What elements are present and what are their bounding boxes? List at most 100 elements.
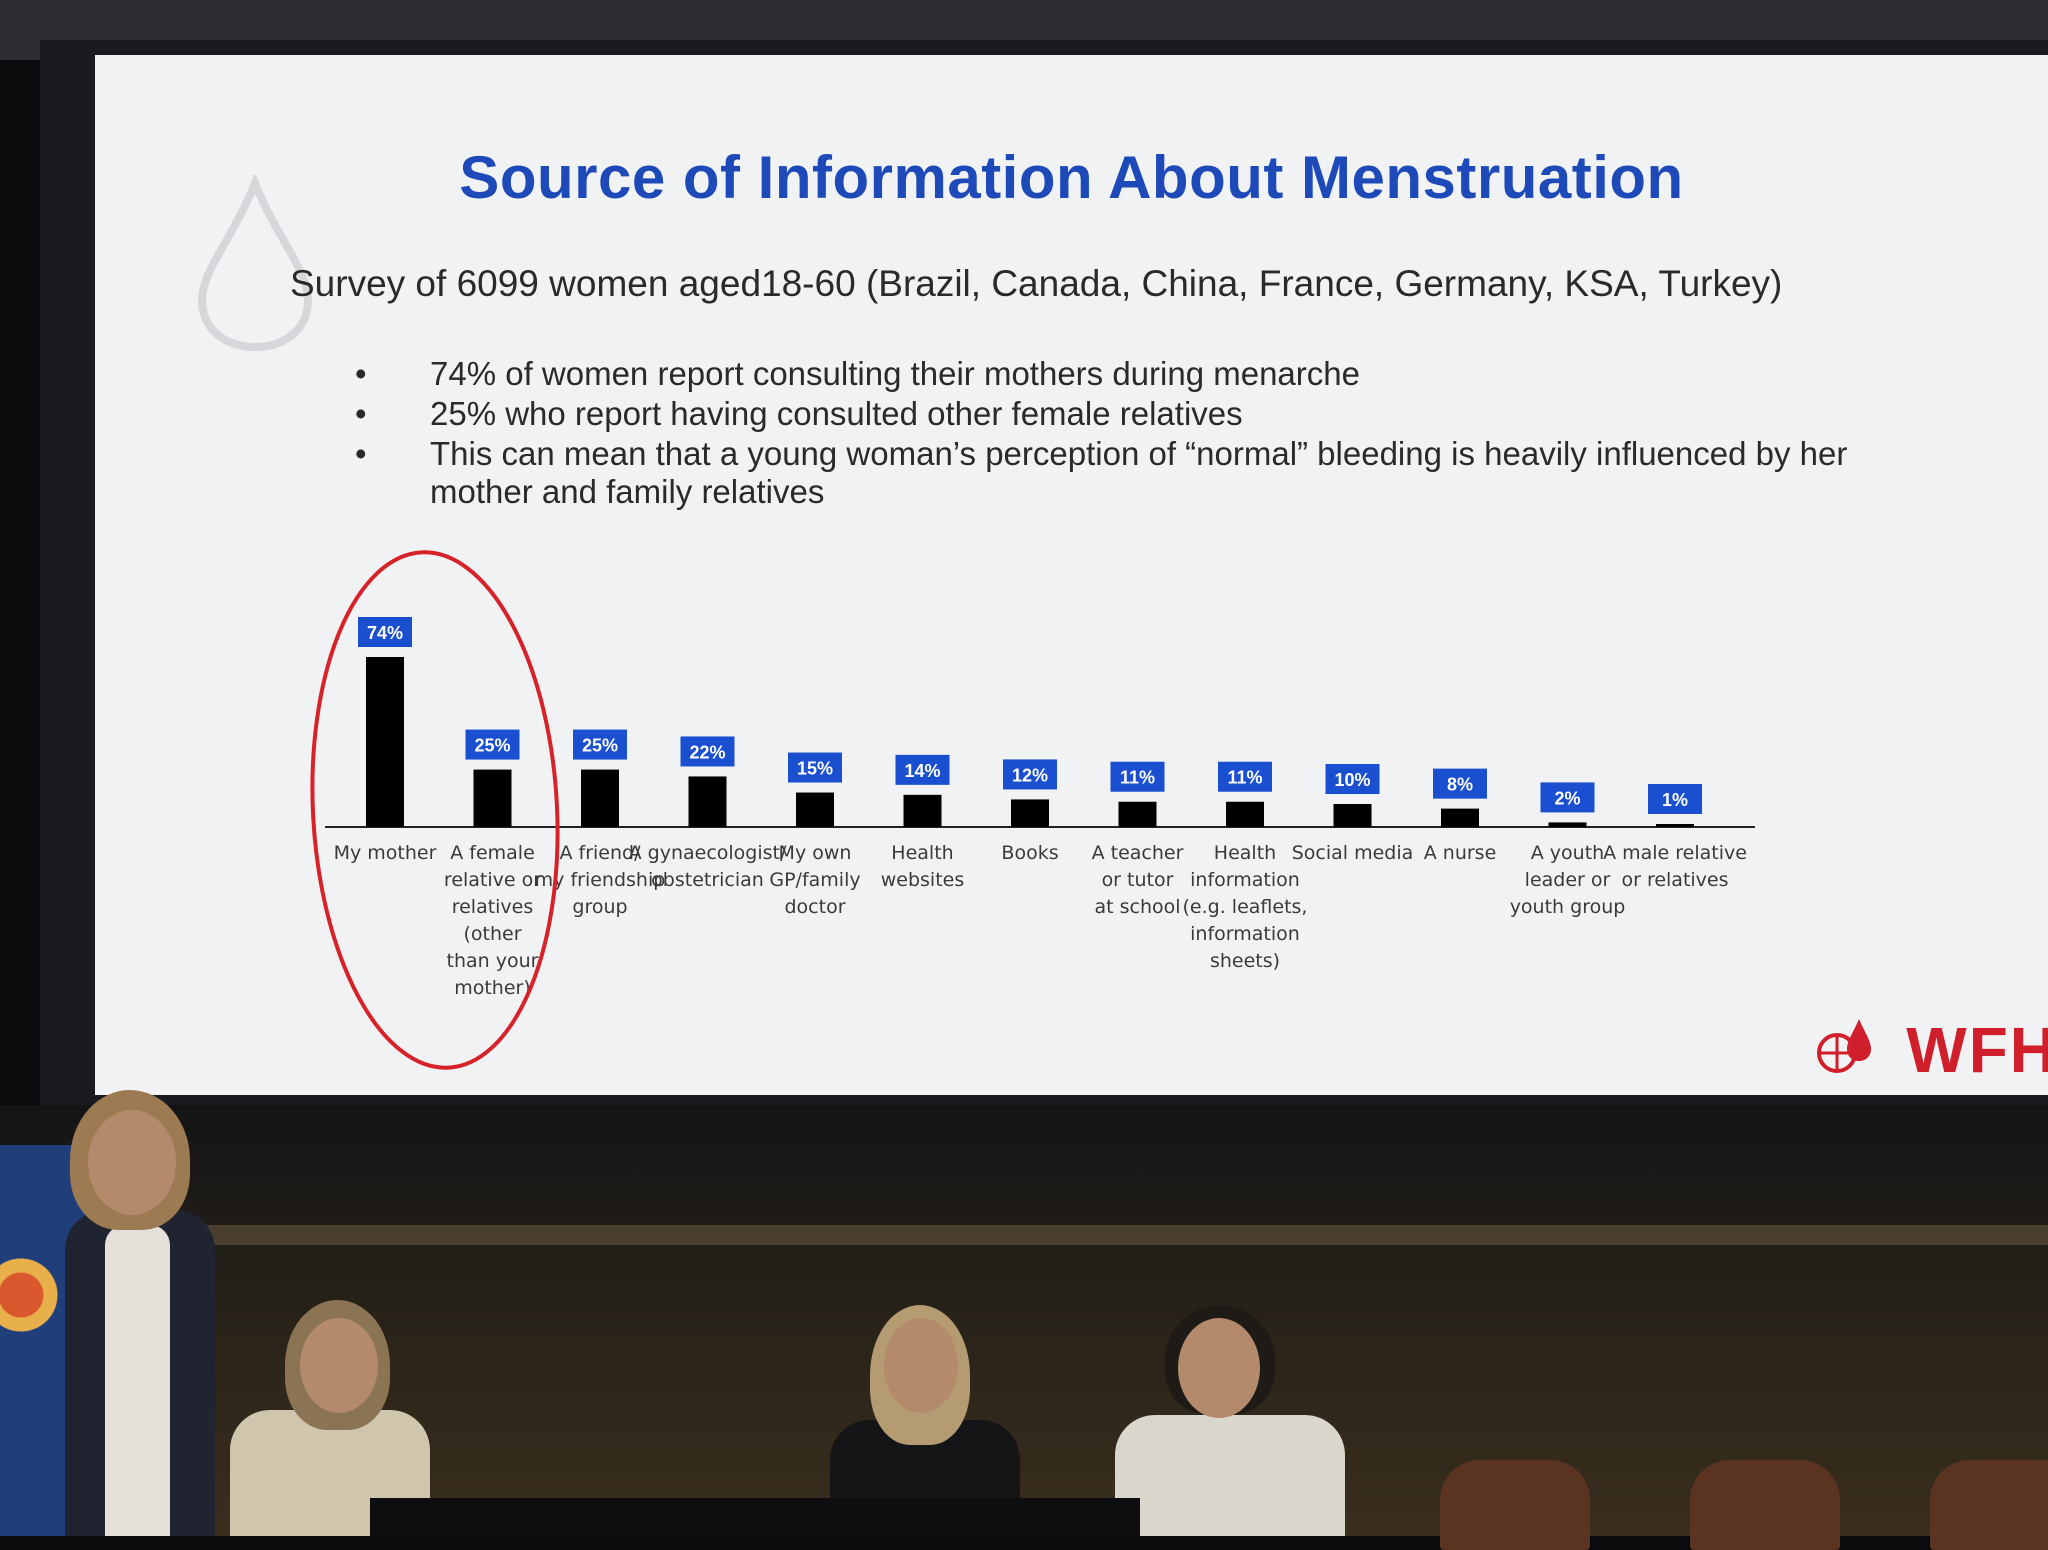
category-label-line: A nurse	[1424, 842, 1497, 864]
data-label-box	[1648, 784, 1702, 814]
data-label: 11%	[1120, 768, 1155, 788]
data-label: 10%	[1334, 770, 1370, 790]
bullet-text: 25% who report having consulted other fe…	[430, 395, 1243, 432]
data-label-box	[1003, 759, 1057, 790]
category-label-line: Social media	[1292, 842, 1414, 864]
bar	[1548, 822, 1587, 827]
category-label-line: relative or	[444, 869, 541, 891]
bullet-dot: •	[355, 355, 367, 392]
category-label-line: GP/family	[769, 869, 860, 891]
data-label-box	[1218, 761, 1272, 792]
data-label-box	[788, 752, 842, 783]
wfh-logo-icon	[1817, 1019, 1871, 1073]
data-label-box	[1325, 764, 1380, 795]
category-label-line: My mother	[334, 842, 437, 864]
bar-chart: 74% My mother 25% A female relative or relati…	[310, 550, 1755, 1070]
category-label: Health websites	[881, 842, 965, 891]
chair	[1930, 1460, 2048, 1550]
bullet-dot: •	[355, 395, 367, 432]
category-label: A male relative or relatives	[1603, 842, 1747, 891]
category-label-line: leader or	[1525, 869, 1611, 891]
wfh-logo: WFH	[1906, 1014, 2048, 1086]
data-label: 25%	[474, 736, 510, 756]
water-drop-icon	[197, 175, 313, 352]
bar	[581, 769, 619, 827]
bar	[473, 769, 512, 827]
category-label-line: mother)	[454, 977, 531, 999]
category-label-line: A female	[450, 842, 535, 864]
data-label-box	[358, 617, 412, 647]
category-label-line: A youth	[1531, 842, 1604, 864]
category-label: Books	[1001, 842, 1058, 864]
category-label: My mother	[334, 842, 437, 864]
data-label: 15%	[797, 759, 833, 779]
category-label-line: Books	[1001, 842, 1058, 864]
bullet-item: • This can mean that a young woman’s perc…	[355, 435, 1855, 511]
category-label-line: (e.g. leaflets,	[1183, 896, 1308, 918]
bullet-dot: •	[355, 435, 367, 472]
data-label-box	[573, 729, 627, 760]
category-label: Social media	[1292, 842, 1414, 864]
data-label: 8%	[1447, 775, 1473, 795]
category-label: A youth leader or youth group	[1510, 842, 1626, 918]
category-label-line: than your	[447, 950, 539, 972]
category-label-line: relatives	[452, 896, 534, 918]
data-label: 1%	[1662, 790, 1688, 810]
bar	[1441, 808, 1479, 827]
data-label: 12%	[1012, 765, 1048, 785]
category-label-line: information	[1190, 869, 1300, 891]
category-label-line: obstetrician	[651, 869, 764, 891]
stage-rail	[200, 1225, 2048, 1245]
category-label-line: or relatives	[1621, 869, 1728, 891]
category-label: A teacher or tutor at school	[1092, 842, 1184, 918]
data-label: 25%	[582, 736, 618, 756]
category-label: A friend/my friendship group	[535, 842, 666, 918]
category-label-line: group	[572, 896, 627, 918]
data-label-box	[1433, 768, 1487, 799]
category-label: A gynaecologist/obstetrician	[629, 842, 787, 891]
bar	[366, 657, 404, 827]
category-label-line: websites	[881, 869, 965, 891]
category-label-line: Health	[1214, 842, 1276, 864]
bullet-list: • 74% of women report consulting their mo…	[355, 355, 1855, 513]
data-label: 14%	[904, 761, 940, 781]
data-label-box	[680, 736, 735, 767]
highlight-ellipse	[310, 550, 560, 1070]
data-label: 11%	[1227, 768, 1262, 788]
bar	[688, 776, 727, 827]
bar	[1333, 804, 1372, 827]
data-label-box	[1110, 761, 1165, 792]
bar	[796, 792, 834, 827]
category-label-line: at school	[1094, 896, 1180, 918]
data-label-box	[465, 729, 520, 760]
data-label: 22%	[689, 742, 725, 762]
chair	[1690, 1460, 1840, 1550]
category-label-line: youth group	[1510, 896, 1626, 918]
category-label-line: My own	[779, 842, 852, 864]
data-label-box	[1540, 782, 1595, 813]
category-label-line: sheets)	[1210, 950, 1280, 972]
category-label: Health information (e.g. leaflets, informat…	[1183, 842, 1308, 972]
slide-subtitle: Survey of 6099 women aged18-60 (Brazil, …	[290, 263, 1783, 304]
category-label-line: A male relative	[1603, 842, 1747, 864]
data-label: 74%	[367, 623, 403, 643]
bar	[1118, 801, 1157, 827]
data-label: 2%	[1554, 788, 1580, 808]
category-label-line: (other	[463, 923, 521, 945]
category-label-line: Health	[891, 842, 953, 864]
bar	[1656, 824, 1694, 827]
category-label: My own GP/family doctor	[769, 842, 860, 918]
category-label-line: A gynaecologist/	[629, 842, 787, 864]
category-label-line: A teacher	[1092, 842, 1184, 864]
bullet-item: • 25% who report having consulted other f…	[355, 395, 1855, 433]
bullet-item: • 74% of women report consulting their mo…	[355, 355, 1855, 393]
bullet-text: 74% of women report consulting their mot…	[430, 355, 1360, 392]
chair	[1440, 1460, 1590, 1550]
podium-decoration	[0, 1215, 70, 1415]
bar	[1226, 801, 1264, 827]
category-label-line: or tutor	[1102, 869, 1174, 891]
slide-title: Source of Information About Menstruation	[459, 144, 1684, 211]
category-label: A nurse	[1424, 842, 1497, 864]
presentation-slide: Source of Information About Menstruation…	[95, 55, 2048, 1095]
category-label-line: A friend/	[559, 842, 641, 864]
